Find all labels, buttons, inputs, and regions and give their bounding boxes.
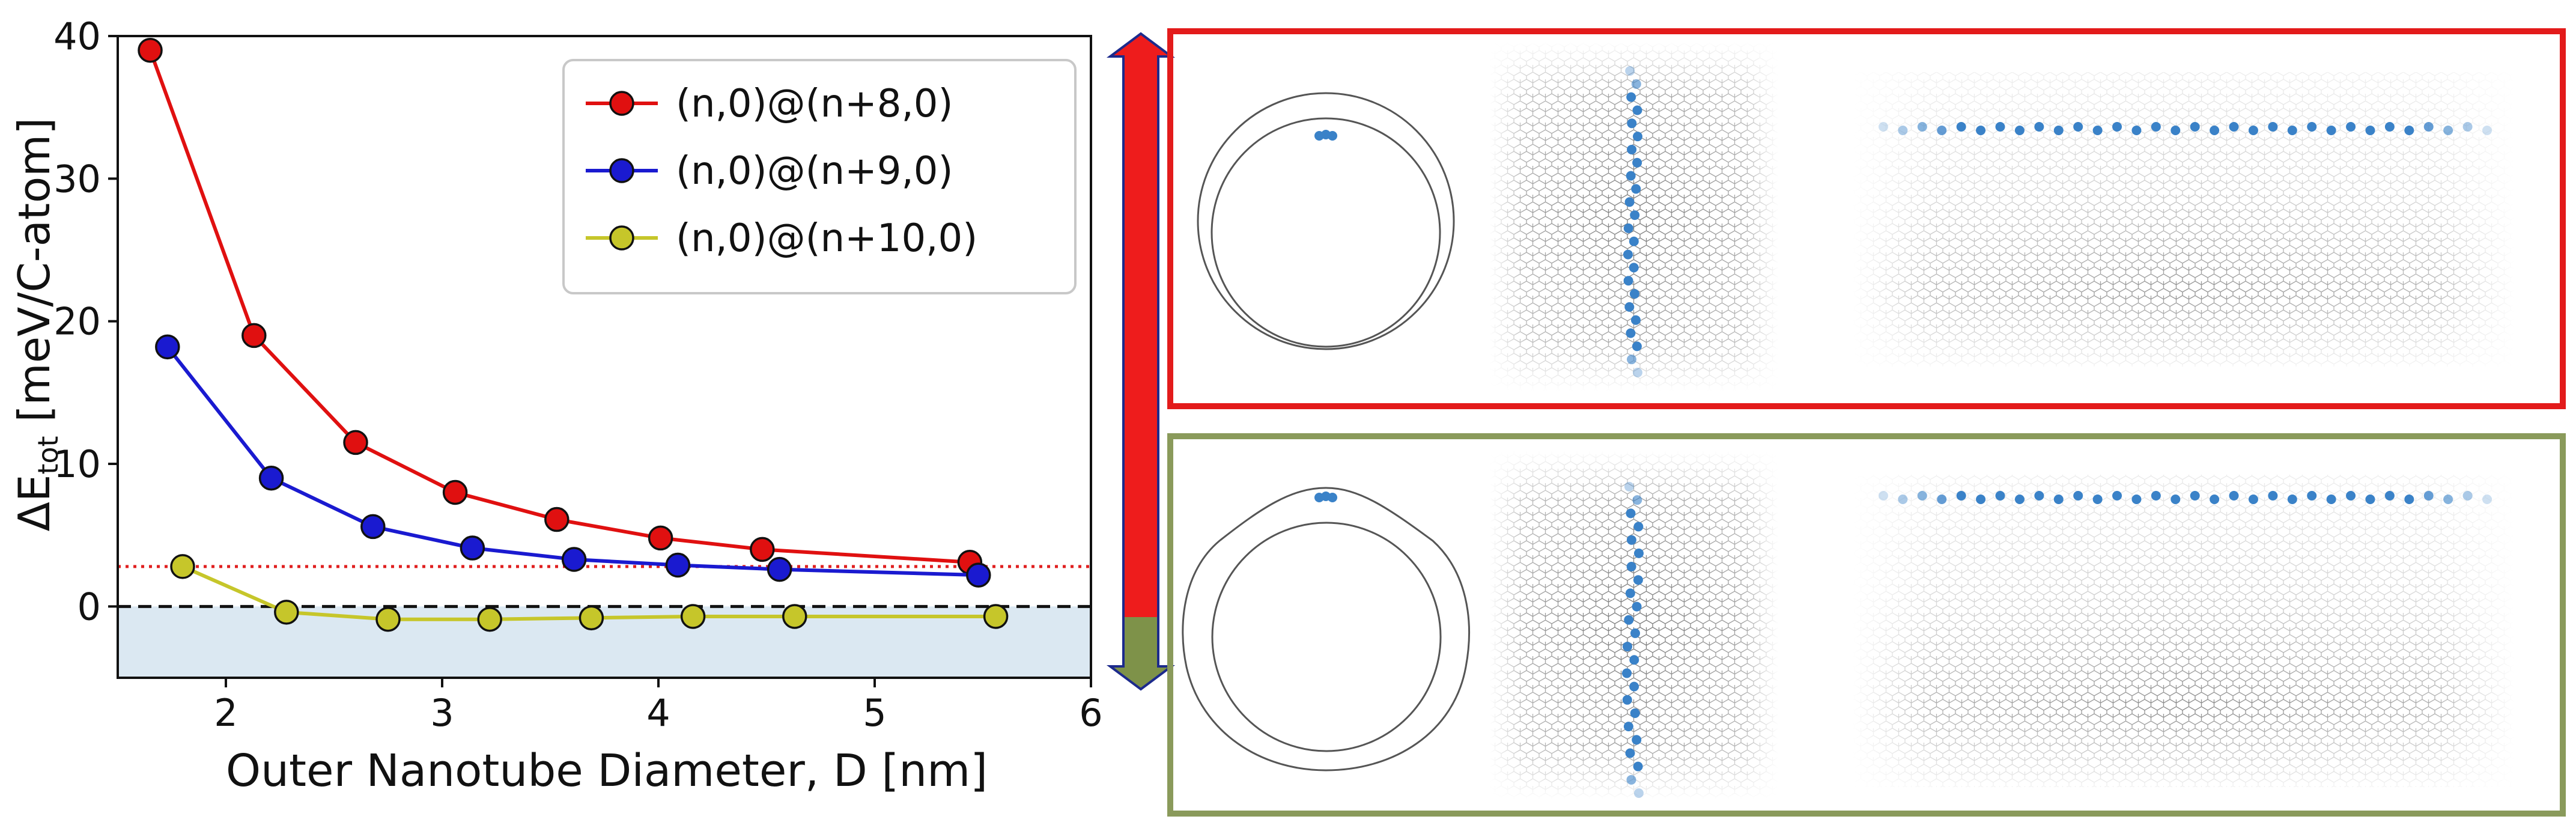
legend-label: (n,0)@(n+9,0) (676, 149, 953, 193)
data-point (767, 556, 792, 582)
data-point (274, 600, 299, 625)
legend-item-1: (n,0)@(n+8,0) (586, 82, 953, 126)
top-view (1853, 475, 2514, 787)
data-point (242, 323, 267, 348)
legend-label: (n,0)@(n+8,0) (676, 82, 953, 126)
y-axis-label-main: ΔE (9, 475, 59, 532)
data-point (544, 507, 570, 532)
atom-chain-horizontal (1879, 491, 2492, 504)
arrow-shaft-red (1123, 56, 1158, 617)
top-view (1853, 72, 2514, 367)
data-point (375, 606, 401, 632)
series-line (148, 49, 970, 564)
arrow-outline (1106, 32, 1176, 691)
data-point (477, 606, 502, 632)
legend-swatch-marker (609, 225, 634, 251)
y-axis-label: ΔEtot [meV/C-atom] (9, 118, 64, 532)
legend-label: (n,0)@(n+10,0) (676, 216, 977, 261)
series-1 (138, 37, 983, 575)
outer-tube-ring (1197, 92, 1455, 350)
atom-chain-end (1314, 130, 1337, 141)
data-point (360, 514, 386, 540)
y-tick-label: 0 (77, 585, 101, 628)
legend-swatch-marker (609, 158, 634, 183)
arrow-shaft-olive (1123, 617, 1158, 666)
data-point (170, 554, 195, 579)
ticks-layer: 2 3 4 5 6 0 10 20 30 40 (53, 14, 1103, 735)
y-axis-label-sub: tot (32, 436, 64, 474)
side-view (1490, 42, 1778, 391)
legend: (n,0)@(n+8,0) (n,0)@(n+9,0) (n,0)@(n+10,0) (562, 59, 1077, 294)
x-tick-label: 2 (214, 691, 237, 735)
inner-tube-ring (1211, 117, 1441, 348)
data-point (782, 604, 807, 629)
y-tick-label: 10 (53, 442, 101, 486)
panel-border-red (1167, 28, 2566, 409)
structure-panel-top (1167, 28, 2566, 409)
data-point (680, 604, 706, 629)
x-tick-label: 4 (646, 691, 670, 735)
x-tick-label: 3 (430, 691, 454, 735)
inner-tube-ring (1211, 522, 1442, 752)
y-tick-label: 40 (53, 14, 101, 58)
series-2 (155, 334, 991, 588)
data-point (138, 37, 163, 63)
data-point (966, 562, 991, 588)
energy-chart: 2 3 4 5 6 0 10 20 30 40 Outer Nanotube Diameter, … (9, 14, 1103, 797)
plot-frame (117, 35, 1092, 679)
legend-item-2: (n,0)@(n+9,0) (586, 149, 953, 193)
arrow-head-down (1110, 666, 1171, 689)
x-axis-label: Outer Nanotube Diameter, D [nm] (226, 745, 988, 797)
arrow-head-up (1110, 34, 1171, 56)
series-line (181, 565, 996, 621)
y-tick-label: 20 (53, 300, 101, 344)
x-tick-label: 5 (863, 691, 886, 735)
data-point (442, 479, 468, 505)
data-point (665, 552, 691, 578)
data-point (460, 535, 485, 561)
legend-frame (562, 59, 1077, 294)
x-tick-label: 6 (1079, 691, 1102, 735)
structure-panel-bottom (1167, 433, 2566, 817)
data-point (579, 605, 604, 631)
legend-item-3: (n,0)@(n+10,0) (586, 216, 977, 261)
energy-arrow (1106, 32, 1176, 691)
cross-section-view (1182, 487, 1470, 772)
data-point (750, 537, 775, 562)
legend-swatch-marker (609, 91, 634, 116)
outer-tube-ring-deformed (1182, 487, 1470, 772)
y-tick-label: 30 (53, 157, 101, 201)
cross-section-view (1197, 92, 1455, 350)
y-axis-label-unit: [meV/C-atom] (9, 118, 59, 436)
atom-chain-vertical (1622, 482, 1644, 798)
side-view (1490, 451, 1778, 799)
atom-chain-vertical (1623, 66, 1642, 377)
series-3 (170, 554, 1009, 632)
series-layer (138, 37, 1009, 632)
data-point (155, 334, 180, 360)
series-line (166, 345, 979, 577)
atom-chain-end (1314, 492, 1337, 502)
data-point (343, 430, 368, 455)
data-point (983, 604, 1009, 629)
panel-border-olive (1167, 433, 2566, 817)
data-point (648, 525, 673, 551)
data-point (258, 465, 284, 491)
atom-chain-horizontal (1879, 122, 2492, 135)
data-point (561, 547, 587, 572)
